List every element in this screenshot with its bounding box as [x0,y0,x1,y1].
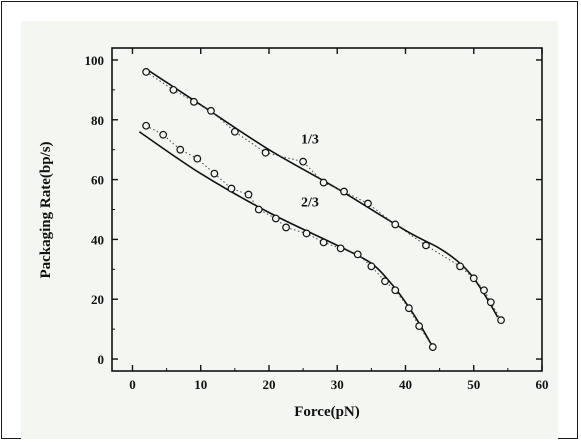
x-tick-labels: 0 10 20 30 40 50 60 [129,377,548,392]
x-tick-label-3: 30 [331,377,344,392]
data-point-series-1-2 [190,97,198,106]
data-points [142,68,505,351]
data-point-series-2-10 [302,229,311,238]
data-point-series-1-15 [486,298,495,307]
y-tick-label-5: 100 [85,53,105,68]
y-tick-label-1: 20 [91,292,104,307]
data-point-series-1-0 [142,68,151,76]
data-point-series-2-6 [244,190,253,199]
data-point-series-1-8 [340,187,348,196]
data-point-series-2-13 [353,250,362,259]
fit-curve-series-1 [145,68,499,318]
y-tick-label-0: 0 [98,352,105,367]
x-tick-label-4: 40 [399,377,412,392]
x-tick-label-0: 0 [129,377,136,392]
data-point-series-1-12 [456,262,464,271]
data-point-series-1-13 [469,274,478,283]
y-tick-labels: 0 20 40 60 80 100 [85,53,105,367]
y-tick-label-3: 60 [91,173,104,188]
data-point-series-1-5 [261,148,270,157]
axis-ticks [112,48,543,371]
data-point-series-2-4 [210,169,219,178]
plot-area [111,47,543,372]
figure-background [21,21,558,439]
data-point-series-1-10 [391,220,400,229]
dotted-connectors [145,71,502,348]
dotted-line-series-2 [145,125,434,348]
data-point-series-1-9 [364,199,372,208]
series-labels: 1/3 2/3 [301,133,319,211]
data-point-series-1-6 [299,157,308,166]
series-label-1: 1/3 [301,133,319,148]
fit-curves [138,68,499,348]
data-point-series-2-16 [391,286,400,295]
fit-curve-series-2 [138,131,434,348]
data-point-series-1-3 [207,106,215,115]
data-point-series-1-7 [319,178,328,187]
data-point-series-2-12 [336,244,345,253]
data-point-series-2-18 [415,322,424,331]
data-point-series-2-11 [319,238,328,247]
x-axis-title: Force(pN) [294,404,360,420]
data-point-series-2-8 [271,214,280,223]
x-tick-label-1: 10 [194,377,207,392]
data-point-series-2-15 [381,277,389,286]
data-point-series-2-7 [254,205,263,214]
y-axis-title: Packaging Rate(bp/s) [38,141,54,278]
data-point-series-2-5 [227,184,236,193]
data-point-series-2-9 [282,223,290,232]
data-point-series-2-19 [428,343,437,351]
x-tick-label-5: 50 [467,377,480,392]
series-label-2: 2/3 [301,196,319,211]
data-point-series-2-0 [142,121,151,130]
data-point-series-2-1 [159,130,168,139]
data-point-series-1-4 [230,127,239,136]
y-tick-label-2: 40 [91,232,104,247]
data-point-series-1-16 [497,316,505,325]
data-point-series-2-2 [176,145,185,154]
data-point-series-2-3 [193,154,202,163]
data-point-series-2-17 [405,304,413,313]
dotted-line-series-1 [145,71,502,321]
data-point-series-1-1 [169,85,178,94]
data-point-series-2-14 [367,262,376,271]
data-point-series-1-11 [422,241,430,250]
y-tick-label-4: 80 [91,113,104,128]
x-tick-label-6: 60 [536,377,549,392]
x-tick-label-2: 20 [262,377,275,392]
data-point-series-1-14 [480,286,488,295]
